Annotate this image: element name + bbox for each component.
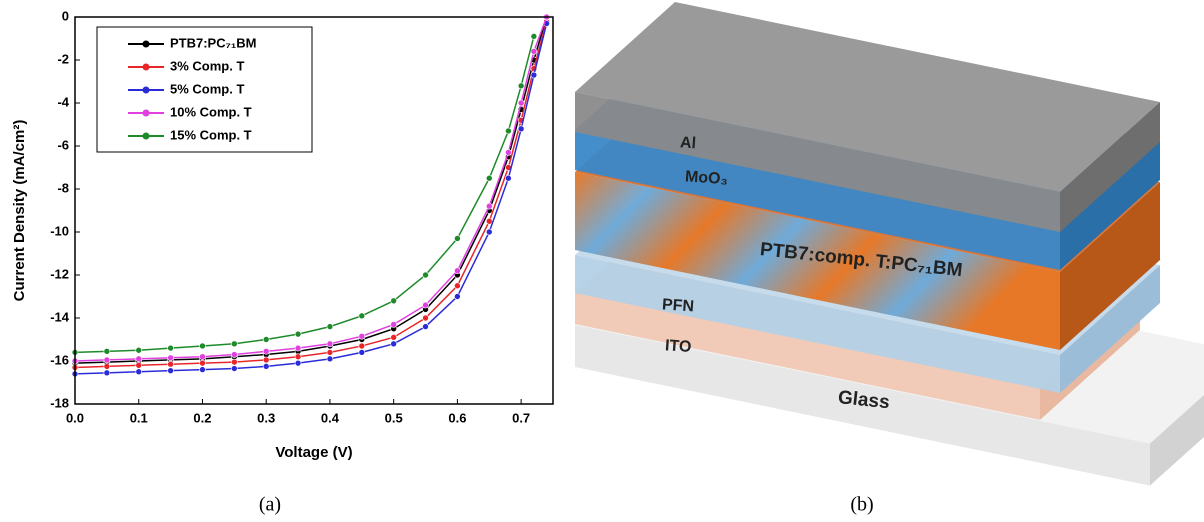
data-point <box>359 313 365 319</box>
data-point <box>199 354 205 360</box>
data-point <box>104 370 110 376</box>
data-point <box>391 334 397 340</box>
data-point <box>454 268 460 274</box>
data-point <box>391 321 397 327</box>
layer-label: Al <box>679 134 696 152</box>
data-point <box>104 348 110 354</box>
data-point <box>295 354 301 360</box>
data-point <box>136 369 142 375</box>
data-point <box>295 360 301 366</box>
data-point <box>423 272 429 278</box>
y-tick-label: -8 <box>57 180 69 195</box>
data-point <box>199 367 205 373</box>
data-point <box>423 302 429 308</box>
data-point <box>295 345 301 351</box>
data-point <box>327 324 333 330</box>
data-point <box>391 298 397 304</box>
data-point <box>486 229 492 235</box>
data-point <box>531 72 537 78</box>
data-point <box>454 283 460 289</box>
data-point <box>231 341 237 347</box>
data-point <box>359 343 365 349</box>
y-tick-label: -12 <box>50 266 69 281</box>
y-tick-label: -10 <box>50 223 69 238</box>
x-tick-label: 0.4 <box>321 410 340 425</box>
y-tick-label: -2 <box>57 51 69 66</box>
data-point <box>168 345 174 351</box>
legend-label: 10% Comp. T <box>170 104 252 119</box>
y-tick-label: -4 <box>57 94 69 109</box>
data-point <box>486 218 492 224</box>
legend-label: 15% Comp. T <box>170 127 252 142</box>
data-point <box>136 347 142 353</box>
data-point <box>518 100 524 106</box>
legend-marker <box>143 41 150 48</box>
data-point <box>104 357 110 363</box>
legend-marker <box>143 133 150 140</box>
data-point <box>168 361 174 367</box>
y-tick-label: -14 <box>50 309 70 324</box>
legend-label: PTB7:PC₇₁BM <box>170 35 256 50</box>
data-point <box>531 48 537 54</box>
y-axis-label: Current Density (mA/cm²) <box>11 120 28 302</box>
data-point <box>518 83 524 89</box>
data-point <box>486 175 492 181</box>
data-point <box>327 341 333 347</box>
data-point <box>505 149 511 155</box>
data-point <box>327 349 333 355</box>
data-point <box>359 333 365 339</box>
data-point <box>199 343 205 349</box>
data-point <box>136 356 142 362</box>
x-tick-label: 0.7 <box>512 410 530 425</box>
data-point <box>168 368 174 374</box>
y-tick-label: -18 <box>50 395 69 410</box>
data-point <box>295 331 301 337</box>
x-tick-label: 0.5 <box>385 410 403 425</box>
data-point <box>454 294 460 300</box>
data-point <box>136 362 142 368</box>
data-point <box>104 363 110 369</box>
data-point <box>327 356 333 362</box>
data-point <box>263 348 269 354</box>
data-point <box>359 349 365 355</box>
x-tick-label: 0.0 <box>66 410 84 425</box>
data-point <box>518 126 524 132</box>
data-point <box>231 359 237 365</box>
y-tick-label: 0 <box>62 8 69 23</box>
data-point <box>168 355 174 361</box>
data-point <box>505 175 511 181</box>
layer-label: PFN <box>661 296 694 315</box>
data-point <box>505 128 511 134</box>
data-point <box>531 33 537 39</box>
data-point <box>231 352 237 358</box>
caption: (a) <box>259 494 281 516</box>
layer-label: ITO <box>664 337 691 356</box>
figure: GlassITOPFNPTB7:comp. T:PC₇₁BMMoO₃Al (a)… <box>0 0 1204 522</box>
legend-label: 5% Comp. T <box>170 81 244 96</box>
data-point <box>263 357 269 363</box>
data-point <box>231 366 237 372</box>
data-point <box>199 360 205 366</box>
data-point <box>391 341 397 347</box>
y-tick-label: -6 <box>57 137 69 152</box>
data-point <box>263 337 269 343</box>
legend-marker <box>143 87 150 94</box>
data-point <box>486 203 492 209</box>
x-tick-label: 0.3 <box>257 410 275 425</box>
data-point <box>423 315 429 321</box>
caption: (b) <box>850 494 873 516</box>
data-point <box>423 324 429 330</box>
data-point <box>263 363 269 369</box>
x-tick-label: 0.1 <box>130 410 148 425</box>
legend-label: 3% Comp. T <box>170 58 244 73</box>
x-axis-label: Voltage (V) <box>275 444 352 461</box>
y-tick-label: -16 <box>50 352 69 367</box>
x-tick-label: 0.2 <box>193 410 211 425</box>
legend-marker <box>143 110 150 117</box>
x-tick-label: 0.6 <box>448 410 466 425</box>
data-point <box>454 235 460 241</box>
legend-marker <box>143 64 150 71</box>
layer-label: MoO₃ <box>684 168 728 188</box>
